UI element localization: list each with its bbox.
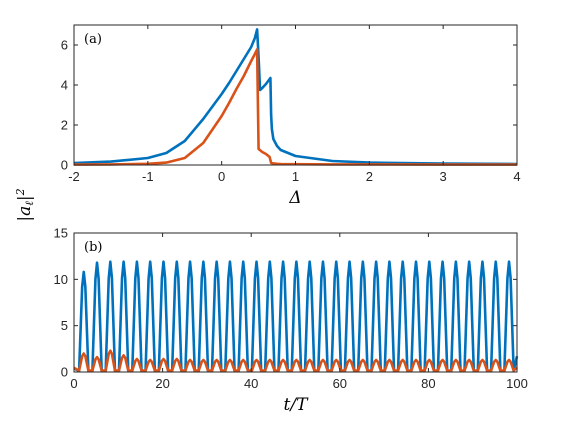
y-tick-label: 15 [54,226,68,241]
series-line-2 [73,349,518,372]
series-line-1 [73,28,518,166]
series-line-2 [73,48,517,166]
y-tick-label: 5 [61,318,68,333]
x-tick-label: 1 [292,169,299,184]
x-tick-label: 0 [218,169,225,184]
x-tick-label: -1 [142,169,154,184]
x-tick-label: 100 [506,376,528,391]
shared-ylabel: |aℓ|2 [14,188,36,221]
x-tick-label: 4 [513,169,520,184]
series-line-1 [73,260,519,373]
y-tick-label: 0 [61,158,68,173]
y-tick-label: 2 [61,118,68,133]
panel-label: (b) [84,240,102,255]
x-tick-label: 80 [421,376,435,391]
x-tick-label: 3 [440,169,447,184]
x-tick-label: 0 [70,376,77,391]
y-tick-label: 10 [54,272,68,287]
y-tick-label: 6 [61,38,68,53]
y-tick-label: 4 [61,78,68,93]
axes-frame [73,232,518,373]
y-tick-label: 0 [61,365,68,380]
panel-label: (a) [84,32,102,47]
x-tick-label: 20 [155,376,169,391]
x-tick-label: 2 [366,169,373,184]
panel-a: -2 -1 0 1 2 3 4 0 2 4 6 (a) Δ [61,24,521,208]
panel-b: 0 20 40 60 80 100 0 5 10 15 (b) t/T [54,226,528,416]
x-tick-label: 60 [333,376,347,391]
axes-frame [73,24,518,166]
x-axis-label: t/T [284,395,310,415]
x-tick-label: -2 [68,169,80,184]
x-axis-label: Δ [288,188,301,208]
x-tick-label: 40 [244,376,258,391]
